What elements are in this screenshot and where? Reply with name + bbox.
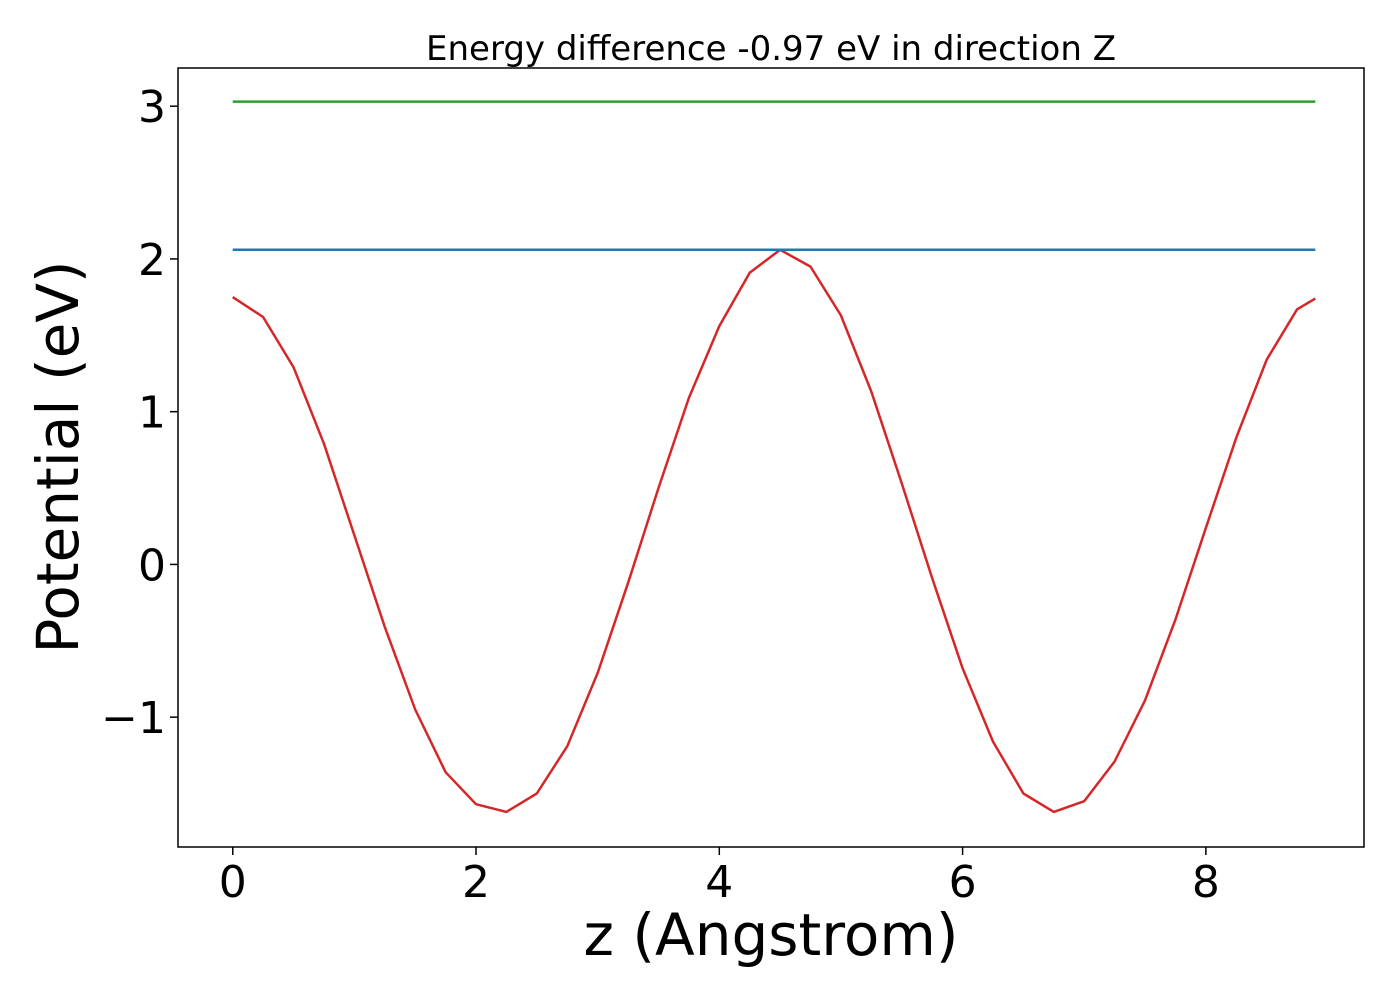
y-tick-label: 2 <box>138 235 166 286</box>
series-line-1 <box>232 248 1316 814</box>
x-axis-ticks: 0 2 4 6 8 <box>219 847 1220 908</box>
x-tick-label: 4 <box>705 857 733 908</box>
x-tick-label: 8 <box>1192 857 1220 908</box>
chart-title: Energy difference -0.97 eV in direction … <box>426 29 1116 69</box>
y-tick-label: 3 <box>138 82 166 133</box>
y-tick-label: −1 <box>101 693 166 744</box>
x-tick-label: 0 <box>219 857 247 908</box>
x-tick-label: 2 <box>462 857 490 908</box>
x-tick-label: 6 <box>949 857 977 908</box>
y-axis-label: Potential (eV) <box>24 260 92 653</box>
x-axis-label: z (Angstrom) <box>584 901 959 969</box>
y-tick-label: 0 <box>138 540 166 591</box>
plot-frame <box>177 67 1365 848</box>
y-tick-label: 1 <box>138 388 166 439</box>
plot-area <box>232 100 1316 814</box>
y-axis-ticks: −1 0 1 2 3 <box>101 82 178 744</box>
